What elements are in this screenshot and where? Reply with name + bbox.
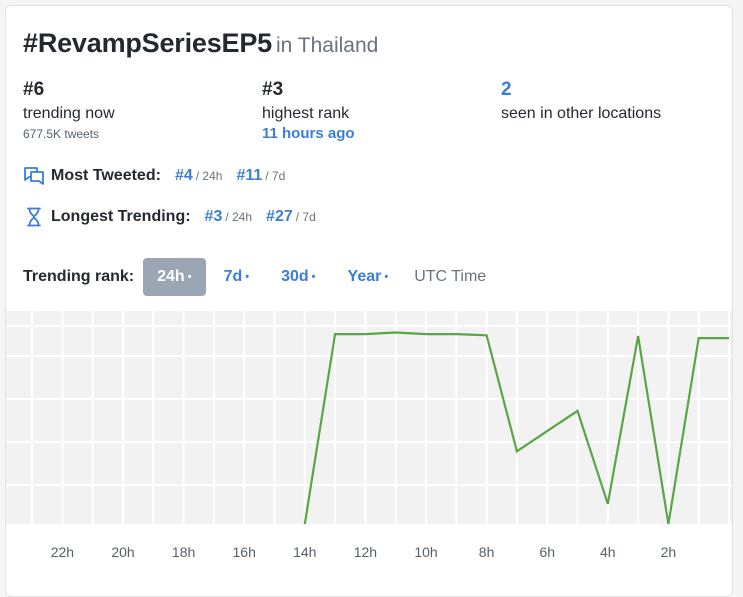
hourglass-icon xyxy=(23,206,45,228)
most-tweeted-7d-rank-link[interactable]: #11 xyxy=(236,167,262,185)
trending-rank-chart: 22h 20h 18h 16h 14h 12h 10h 8h 6h 4h 2h xyxy=(6,311,732,571)
tab-7d-label: 7d xyxy=(224,268,243,285)
stat-highest-rank: #3 highest rank 11 hours ago xyxy=(262,79,355,142)
most-tweeted-24h-period: / 24h xyxy=(196,169,223,183)
tab-7d[interactable]: 7d• xyxy=(210,258,264,296)
x-tick-label: 16h xyxy=(233,544,256,560)
x-tick-label: 14h xyxy=(293,544,316,560)
longest-trending-24h-rank-link[interactable]: #3 xyxy=(205,208,223,226)
trending-rank-tabs: Trending rank: 24h• 7d• 30d• Year• UTC T… xyxy=(23,258,486,296)
longest-trending-7d-rank-link[interactable]: #27 xyxy=(266,208,293,226)
x-tick-label: 2h xyxy=(661,544,677,560)
most-tweeted-row: Most Tweeted: #4/ 24h #11/ 7d xyxy=(23,165,299,187)
longest-trending-24h-period: / 24h xyxy=(225,210,252,224)
tab-year[interactable]: Year• xyxy=(334,258,403,296)
most-tweeted-label: Most Tweeted: xyxy=(51,167,161,185)
longest-trending-label: Longest Trending: xyxy=(51,208,191,226)
longest-trending-7d-period: / 7d xyxy=(296,210,316,224)
tab-7d-dot: • xyxy=(245,271,249,283)
tab-24h-dot: • xyxy=(188,271,192,283)
tab-24h-label: 24h xyxy=(157,268,185,285)
location-label: in Thailand xyxy=(276,34,378,57)
tab-30d-label: 30d xyxy=(281,268,309,285)
hashtag-title: #RevampSeriesEP5 xyxy=(23,28,272,58)
x-tick-label: 8h xyxy=(479,544,495,560)
tweet-count: 677.5K tweets xyxy=(23,127,115,141)
x-tick-label: 4h xyxy=(600,544,616,560)
tab-year-label: Year xyxy=(348,268,382,285)
other-locations-label: seen in other locations xyxy=(501,105,661,123)
x-tick-label: 18h xyxy=(172,544,195,560)
trending-rank-label: Trending rank: xyxy=(23,268,134,286)
tab-30d-dot: • xyxy=(312,271,316,283)
x-tick-label: 6h xyxy=(539,544,555,560)
x-tick-label: 20h xyxy=(111,544,134,560)
tab-30d[interactable]: 30d• xyxy=(267,258,329,296)
chat-bubbles-icon xyxy=(23,165,45,187)
x-tick-label: 10h xyxy=(414,544,437,560)
current-rank: #6 xyxy=(23,79,115,101)
current-rank-label: trending now xyxy=(23,105,115,123)
highest-rank-label: highest rank xyxy=(262,105,355,123)
most-tweeted-7d-period: / 7d xyxy=(265,169,285,183)
most-tweeted-24h-rank-link[interactable]: #4 xyxy=(175,167,193,185)
highest-rank: #3 xyxy=(262,79,355,101)
tab-24h[interactable]: 24h• xyxy=(143,258,205,296)
longest-trending-row: Longest Trending: #3/ 24h #27/ 7d xyxy=(23,206,330,228)
utc-time-toggle[interactable]: UTC Time xyxy=(414,268,486,286)
stat-other-locations: 2 seen in other locations xyxy=(501,79,661,123)
other-locations-count-link[interactable]: 2 xyxy=(501,79,661,101)
tab-year-dot: • xyxy=(384,271,388,283)
highest-rank-time-link[interactable]: 11 hours ago xyxy=(262,125,355,142)
stat-trending-now: #6 trending now 677.5K tweets xyxy=(23,79,115,141)
x-tick-label: 22h xyxy=(51,544,74,560)
x-tick-label: 12h xyxy=(354,544,377,560)
